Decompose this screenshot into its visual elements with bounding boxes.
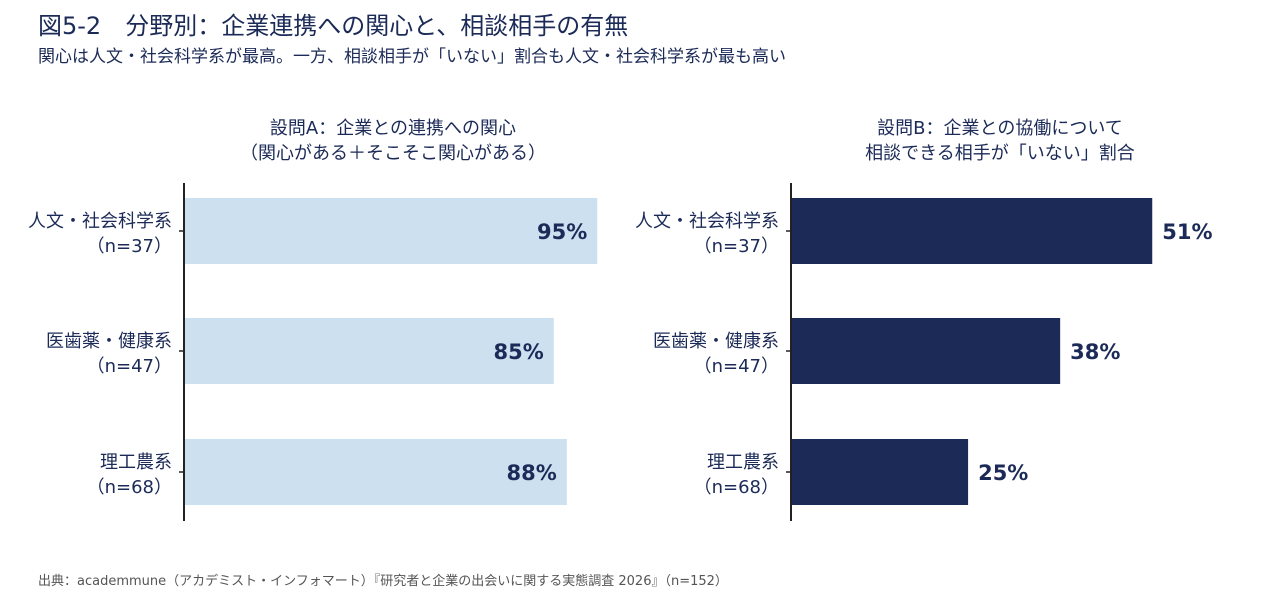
panel-a-category-label-1: 人文・社会科学系 [28,211,172,232]
panel-a-category-label-3: 理工農系 [100,452,172,473]
panel-a-bar-1 [184,198,598,264]
panel-b-title: 設問B：企業との協働について 相談できる相手が「いない」割合 [790,116,1210,166]
panel-b-bar-1 [791,198,1153,264]
panel-a-title-line-1: 設問A：企業との連携への関心 [269,118,517,139]
source-note: 出典：academmune（アカデミスト・インフォマート）『研究者と企業の出会い… [38,574,728,589]
panel-a-bar-2 [184,318,554,384]
panel-a-title: 設問A：企業との連携への関心 （関心がある＋そこそこ関心がある） [183,116,603,166]
panel-a-category-n-3: （n=68） [87,477,172,498]
panel-a-bar-3 [184,439,567,505]
panel-a-value-label-3: 88% [507,461,557,485]
panel-a-title-line-2: （関心がある＋そこそこ関心がある） [240,143,546,164]
panel-a-value-label-1: 95% [537,220,587,244]
panel-b-category-label-2: 医歯薬・健康系 [653,331,779,352]
panel-a-category-n-2: （n=47） [87,356,172,377]
panel-b-value-label-2: 38% [1070,340,1120,364]
panel-b-bar-2 [791,318,1061,384]
panel-b-value-label-3: 25% [978,461,1028,485]
panel-a-value-label-2: 85% [493,340,543,364]
panel-b-category-label-3: 理工農系 [707,452,779,473]
figure-title: 図5-2 分野別：企業連携への関心と、相談相手の有無 [38,12,629,40]
panel-a-category-label-2: 医歯薬・健康系 [46,331,172,352]
panel-b-category-n-1: （n=37） [694,236,779,257]
figure-subtitle: 関心は人文・社会科学系が最高。一方、相談相手が「いない」割合も人文・社会科学系が… [38,47,786,67]
panel-b-category-n-3: （n=68） [694,477,779,498]
panel-b-category-n-2: （n=47） [694,356,779,377]
panel-b-category-label-1: 人文・社会科学系 [635,211,779,232]
panel-b-bar-3 [791,439,969,505]
panel-a-category-n-1: （n=37） [87,236,172,257]
panel-b-title-line-2: 相談できる相手が「いない」割合 [865,143,1135,164]
panel-b-value-label-1: 51% [1162,220,1212,244]
panel-b-title-line-1: 設問B：企業との協働について [877,118,1123,139]
